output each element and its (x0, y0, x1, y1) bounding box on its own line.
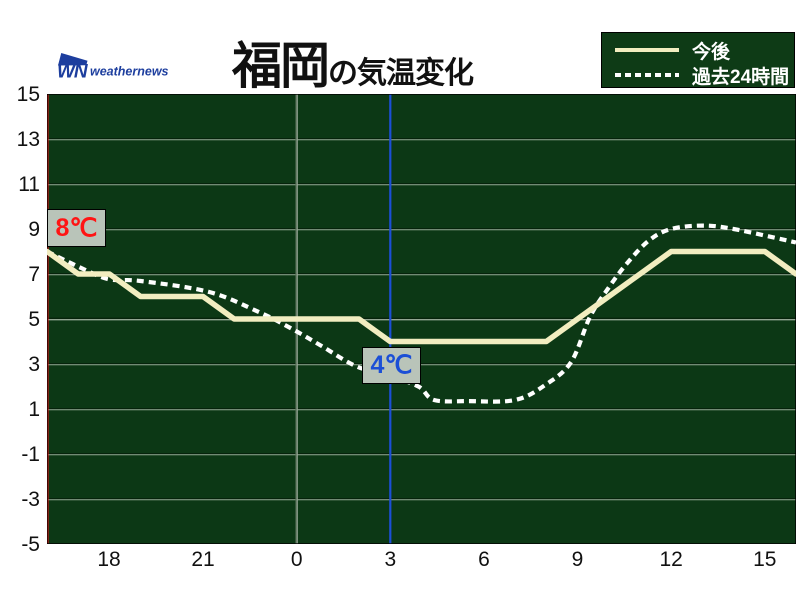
svg-text:WN: WN (58, 62, 89, 83)
svg-text:weathernews: weathernews (90, 65, 169, 79)
